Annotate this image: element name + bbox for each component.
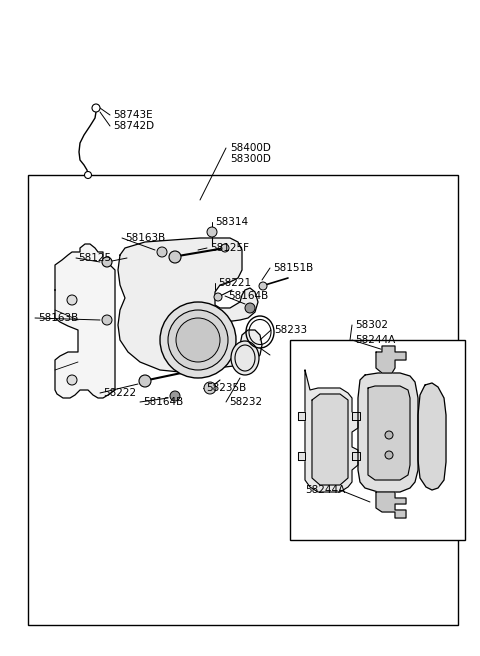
Circle shape (92, 104, 100, 112)
Text: 58302: 58302 (355, 320, 388, 330)
Text: 58233: 58233 (274, 325, 307, 335)
Text: 58244A: 58244A (355, 335, 395, 345)
Ellipse shape (231, 341, 259, 375)
Circle shape (176, 318, 220, 362)
Circle shape (221, 244, 229, 252)
Text: 58244A: 58244A (305, 485, 345, 495)
Circle shape (204, 382, 216, 394)
Circle shape (67, 375, 77, 385)
Circle shape (169, 251, 181, 263)
Polygon shape (376, 492, 406, 518)
Circle shape (102, 315, 112, 325)
Polygon shape (352, 412, 360, 420)
Circle shape (67, 295, 77, 305)
Polygon shape (352, 452, 360, 460)
Circle shape (160, 302, 236, 378)
Circle shape (168, 310, 228, 370)
Circle shape (385, 431, 393, 439)
Polygon shape (118, 238, 262, 372)
Circle shape (84, 171, 92, 178)
Polygon shape (368, 386, 410, 480)
Text: 58235B: 58235B (206, 383, 246, 393)
Polygon shape (312, 394, 348, 485)
Text: 58742D: 58742D (113, 121, 154, 131)
Text: 58232: 58232 (229, 397, 262, 407)
Text: 58163B: 58163B (38, 313, 78, 323)
Polygon shape (55, 244, 115, 398)
Circle shape (207, 227, 217, 237)
Circle shape (385, 451, 393, 459)
Polygon shape (418, 383, 446, 490)
Circle shape (245, 303, 255, 313)
Text: 58151B: 58151B (273, 263, 313, 273)
Text: 58400D: 58400D (230, 143, 271, 153)
Circle shape (102, 257, 112, 267)
Polygon shape (358, 373, 418, 492)
Text: 58163B: 58163B (125, 233, 165, 243)
Circle shape (170, 391, 180, 401)
Polygon shape (376, 346, 406, 373)
Circle shape (139, 375, 151, 387)
Text: 58743E: 58743E (113, 110, 153, 120)
Polygon shape (298, 452, 305, 460)
Polygon shape (298, 412, 305, 420)
Text: 58125F: 58125F (210, 243, 249, 253)
Polygon shape (305, 370, 358, 492)
Circle shape (259, 282, 267, 290)
Text: 58300D: 58300D (230, 154, 271, 164)
Text: 58125: 58125 (78, 253, 111, 263)
Text: 58164B: 58164B (143, 397, 183, 407)
Text: 58221: 58221 (218, 278, 251, 288)
Circle shape (214, 293, 222, 301)
Circle shape (157, 247, 167, 257)
Text: 58222: 58222 (103, 388, 136, 398)
Bar (290, 340, 465, 540)
Bar (28, 175, 458, 625)
Text: 58314: 58314 (215, 217, 248, 227)
Text: 58164B: 58164B (228, 291, 268, 301)
